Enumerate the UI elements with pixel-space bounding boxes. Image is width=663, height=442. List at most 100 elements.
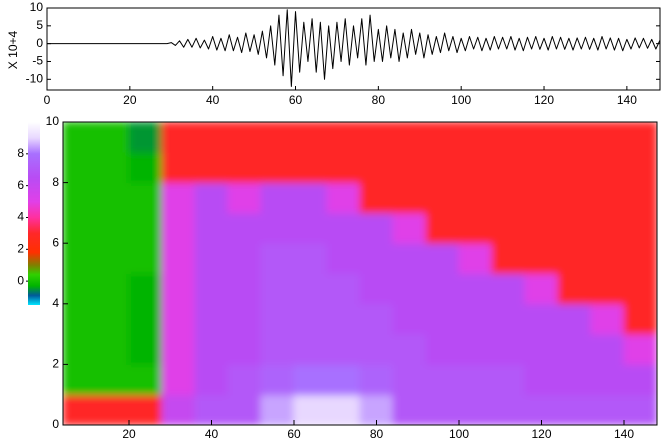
cell (161, 303, 196, 335)
cell (458, 242, 493, 274)
y-tick-label: 0 (52, 417, 59, 431)
cell (128, 212, 163, 244)
y-tick-label: 5 (36, 18, 43, 32)
cell (458, 273, 493, 305)
cell (557, 122, 592, 153)
x-tick-label: 120 (531, 427, 551, 441)
cell (260, 122, 295, 153)
cell (260, 394, 295, 425)
cell (425, 122, 460, 153)
waveform-frame (46, 7, 661, 91)
cell (458, 151, 493, 184)
cell (392, 151, 427, 184)
cell (458, 333, 493, 365)
cell (491, 151, 526, 184)
cell (326, 122, 361, 153)
cell (95, 212, 130, 244)
cell (95, 182, 130, 214)
x-tick-label: 20 (122, 427, 136, 441)
cell (161, 182, 196, 214)
cell (458, 182, 493, 214)
cell (326, 303, 361, 335)
cell (128, 182, 163, 214)
cell (359, 394, 394, 425)
cell (161, 151, 196, 184)
cell (95, 151, 130, 184)
cell (293, 151, 328, 184)
cell (524, 122, 559, 153)
x-tick-label: 80 (372, 93, 386, 107)
cell (293, 394, 328, 425)
y-axis-label: X 10+4 (6, 30, 20, 69)
cell (557, 333, 592, 365)
cell (95, 242, 130, 274)
cell (590, 122, 625, 153)
x-tick-label: 120 (534, 93, 554, 107)
cell (458, 122, 493, 153)
cell (392, 303, 427, 335)
x-tick-label: 20 (123, 93, 137, 107)
cell (128, 363, 163, 396)
cell (425, 212, 460, 244)
cell (524, 363, 559, 396)
x-tick-label: 100 (449, 427, 469, 441)
cell (128, 151, 163, 184)
cell (63, 394, 97, 425)
cell (227, 122, 262, 153)
cell (326, 363, 361, 396)
cell (359, 182, 394, 214)
cell (623, 242, 657, 274)
cell (392, 182, 427, 214)
cell (63, 122, 97, 153)
cell (590, 182, 625, 214)
x-tick-label: 0 (44, 93, 51, 107)
cell (63, 212, 97, 244)
cell (524, 212, 559, 244)
cell (623, 394, 657, 425)
cell (95, 333, 130, 365)
cell (557, 242, 592, 274)
cell (392, 333, 427, 365)
cell (524, 242, 559, 274)
cell (359, 333, 394, 365)
cell (557, 151, 592, 184)
y-tick-label: 2 (52, 357, 59, 371)
cell (623, 333, 657, 365)
cell (557, 182, 592, 214)
cell (359, 273, 394, 305)
cell (491, 394, 526, 425)
cell (128, 242, 163, 274)
cell (128, 303, 163, 335)
x-tick-label: 60 (289, 93, 303, 107)
cell (590, 151, 625, 184)
cell (590, 242, 625, 274)
y-tick-label: 10 (46, 114, 60, 128)
cell (491, 333, 526, 365)
cell (425, 242, 460, 274)
cell (524, 303, 559, 335)
cell (590, 303, 625, 335)
y-tick-label: -5 (32, 54, 43, 68)
colorbar (28, 122, 40, 305)
cell (161, 333, 196, 365)
cell (63, 273, 97, 305)
cell (359, 212, 394, 244)
cell (194, 122, 229, 153)
cell (161, 242, 196, 274)
cell (63, 363, 97, 396)
cell (227, 333, 262, 365)
y-tick-label: -10 (26, 71, 44, 85)
cell (590, 333, 625, 365)
cell (95, 122, 130, 153)
colorbar-tick-label: 6 (17, 178, 24, 192)
cell (557, 394, 592, 425)
cell (491, 212, 526, 244)
cell (392, 212, 427, 244)
cell (326, 242, 361, 274)
cell (524, 273, 559, 305)
cell (194, 394, 229, 425)
cell (458, 363, 493, 396)
cell (359, 151, 394, 184)
cell (63, 182, 97, 214)
